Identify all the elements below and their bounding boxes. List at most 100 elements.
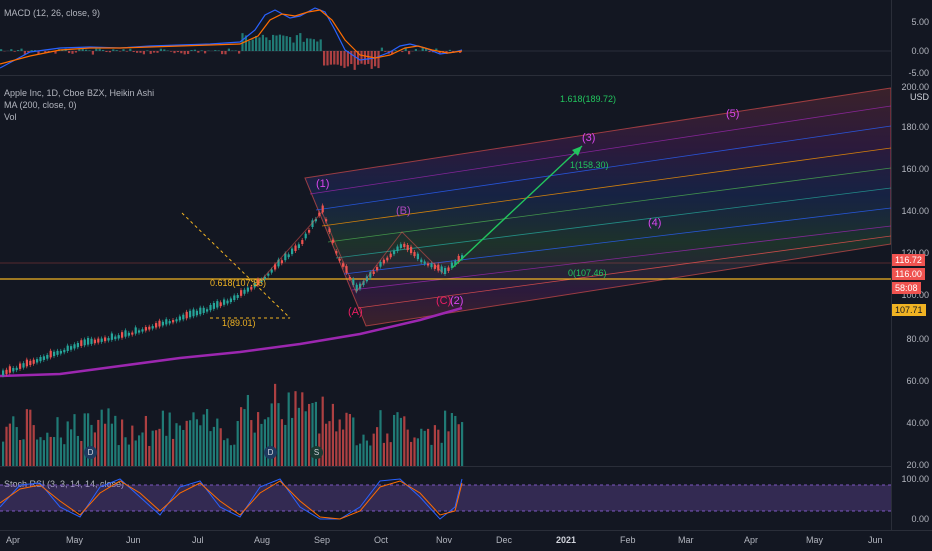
volume-bar [186,421,188,466]
candle [175,319,177,321]
dividend-marker[interactable]: D [264,446,277,459]
volume-bar [444,411,446,466]
macd-histogram-bar [31,50,33,51]
volume-bar [277,403,279,466]
dividend-marker[interactable]: D [84,446,97,459]
macd-histogram-bar [126,51,128,52]
volume-bar [179,425,181,466]
volume-bar [196,419,198,466]
macd-histogram-bar [289,37,291,51]
candle [386,258,388,261]
candle [135,327,137,333]
macd-histogram-bar [303,42,305,51]
candle [26,360,28,367]
candle [410,247,412,253]
volume-bar [230,445,232,466]
candle [427,263,429,265]
volume-bar [84,413,86,466]
time-tick: Aug [254,535,270,545]
stoch-tick: 100.00 [901,474,929,484]
volume-bar [199,425,201,466]
volume-bar [192,412,194,466]
candle [281,260,283,263]
candle [396,247,398,252]
macd-histogram-bar [224,51,226,54]
price-chart [0,76,891,466]
candle [19,364,21,369]
price-tick: 180.00 [901,122,929,132]
fib-1618-label: 1.618(189.72) [560,94,616,104]
candle [73,344,75,348]
candle [199,308,201,315]
volume-bar [63,444,65,466]
macd-tick: 5.00 [911,17,929,27]
candle [420,260,422,263]
volume-bar [356,445,358,466]
split-marker[interactable]: S [310,446,323,459]
volume-bar [138,435,140,466]
fib-1-label: 1(89.01) [222,318,256,328]
macd-histogram-bar [316,42,318,51]
candle [192,309,194,316]
price-tick: 200.00 [901,82,929,92]
volume-bar [342,430,344,466]
volume-bar [77,436,79,466]
macd-histogram-bar [449,50,451,51]
macd-histogram-bar [95,49,97,51]
time-tick: Dec [496,535,512,545]
candle [121,332,123,338]
candle [413,252,415,256]
macd-histogram-bar [272,35,274,51]
price-pane[interactable]: Apple Inc, 1D, Cboe BZX, Heikin Ashi MA … [0,76,891,466]
time-axis[interactable]: Apr May Jun Jul Aug Sep Oct Nov Dec 2021… [0,530,932,551]
volume-bar [26,409,28,466]
volume-bar [46,433,48,466]
volume-bar [33,425,35,466]
macd-histogram-bar [105,51,107,52]
macd-chart [0,0,891,75]
candle [33,360,35,364]
wave-a-label: (A) [348,306,363,318]
volume-bar [73,414,75,466]
volume-bar [80,441,82,466]
macd-histogram-bar [75,51,77,53]
candle [247,288,249,292]
macd-histogram-bar [265,37,267,51]
macd-pane[interactable]: MACD (12, 26, close, 9) [0,0,891,76]
volume-bar [430,445,432,466]
volume-bar [131,426,133,466]
volume-bar [366,441,368,466]
macd-histogram-bar [68,51,70,53]
volume-bar [9,424,11,466]
macd-histogram-bar [214,50,216,51]
volume-bar [254,433,256,466]
volume-bar [135,440,137,466]
fib-1-158-label: 1(158.30) [570,160,609,170]
time-tick: Feb [620,535,636,545]
candle [107,338,109,340]
time-tick: Jun [126,535,141,545]
macd-histogram-bar [408,51,410,54]
candle [16,368,18,370]
candle [407,245,409,250]
stoch-rsi-pane[interactable]: Stoch RSI (3, 3, 14, 14, close) [0,466,891,531]
candle [444,268,446,274]
macd-histogram-bar [384,51,386,52]
candle [403,244,405,247]
volume-bar [70,429,72,466]
volume-bar [124,437,126,466]
volume-bar [247,395,249,466]
macd-histogram-bar [364,51,366,65]
macd-histogram-bar [337,51,339,65]
candle [298,244,300,248]
macd-histogram-bar [221,51,223,54]
candle [400,244,402,248]
level-badge: 107.71 [892,304,926,316]
volume-bar [298,408,300,466]
time-tick: Jul [192,535,204,545]
candle [94,340,96,344]
volume-bar [339,419,341,466]
candle [46,355,48,359]
macd-histogram-bar [122,49,124,51]
volume-bar [22,439,24,466]
